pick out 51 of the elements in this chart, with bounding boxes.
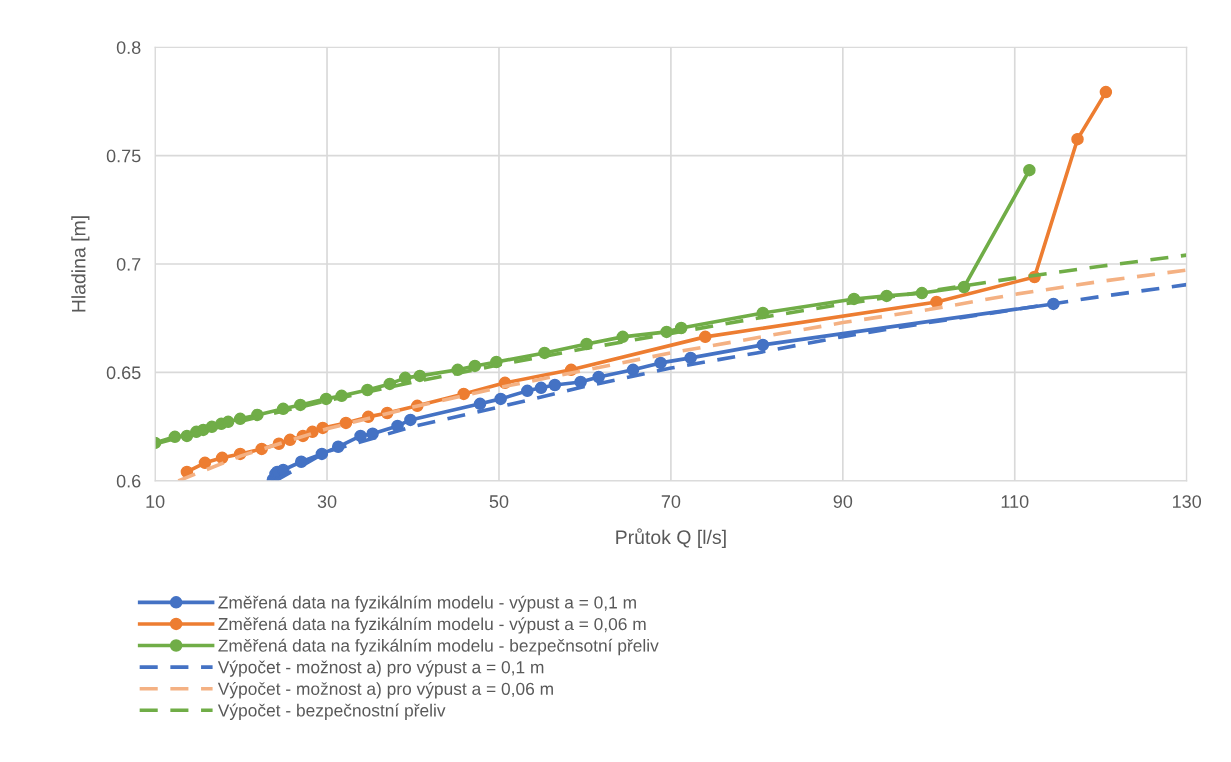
point [315,447,329,461]
legend-label: Výpočet - bezpečnostní přeliv [217,703,446,720]
legend-label: Změřená data na fyzikálním modelu - výpust a = 0,06 m [218,617,646,634]
point [654,356,667,370]
x-axis-title: Průtok Q [l/s] [616,528,726,548]
x-tick-label: 90 [833,495,853,508]
point [473,397,487,411]
x-tick-label: 130 [1173,495,1202,508]
point [457,387,470,401]
legend-label: Výpočet - možnost a) pro výpust a = 0,1 m [217,660,544,677]
point [494,392,507,406]
legend-label: Změřená data na fyzikálním modelu - bezpečnsotní přeliv [218,638,659,656]
point [548,378,562,392]
point [383,377,397,391]
point [521,384,534,398]
legend-label: Změřená data na fyzikálním modelu - výpust a = 0,1 m [218,595,636,613]
y-tick-label: 0.6 [116,474,141,488]
point [930,295,943,309]
y-axis-title: Hladina [m] [71,216,90,312]
y-tick-label: 0.7 [116,257,141,271]
point [684,351,697,365]
point [404,413,417,427]
point [534,381,548,395]
point [294,398,307,412]
point [1071,132,1084,146]
point [1023,163,1036,177]
point [319,392,333,406]
point [283,433,297,447]
point [339,416,353,430]
y-tick-label: 0.65 [106,366,141,380]
point [233,412,247,426]
point [198,456,212,470]
x-tick-label: 50 [489,495,509,508]
legend-label: Výpočet - možnost a) pro výpust a = 0,06 m [217,682,553,699]
point [699,330,712,344]
y-tick-label: 0.75 [106,149,141,163]
y-tick-label: 0.8 [116,41,141,54]
point [413,369,427,383]
point [168,430,182,444]
point [468,359,482,373]
point [756,338,770,352]
x-tick-label: 70 [661,495,681,508]
x-tick-label: 10 [146,495,165,508]
point [592,370,605,384]
point [1099,85,1113,99]
point [616,330,630,344]
x-tick-label: 110 [1001,495,1029,508]
point [626,363,640,377]
point [215,451,229,465]
x-tick-label: 30 [317,495,337,508]
point [957,280,971,294]
